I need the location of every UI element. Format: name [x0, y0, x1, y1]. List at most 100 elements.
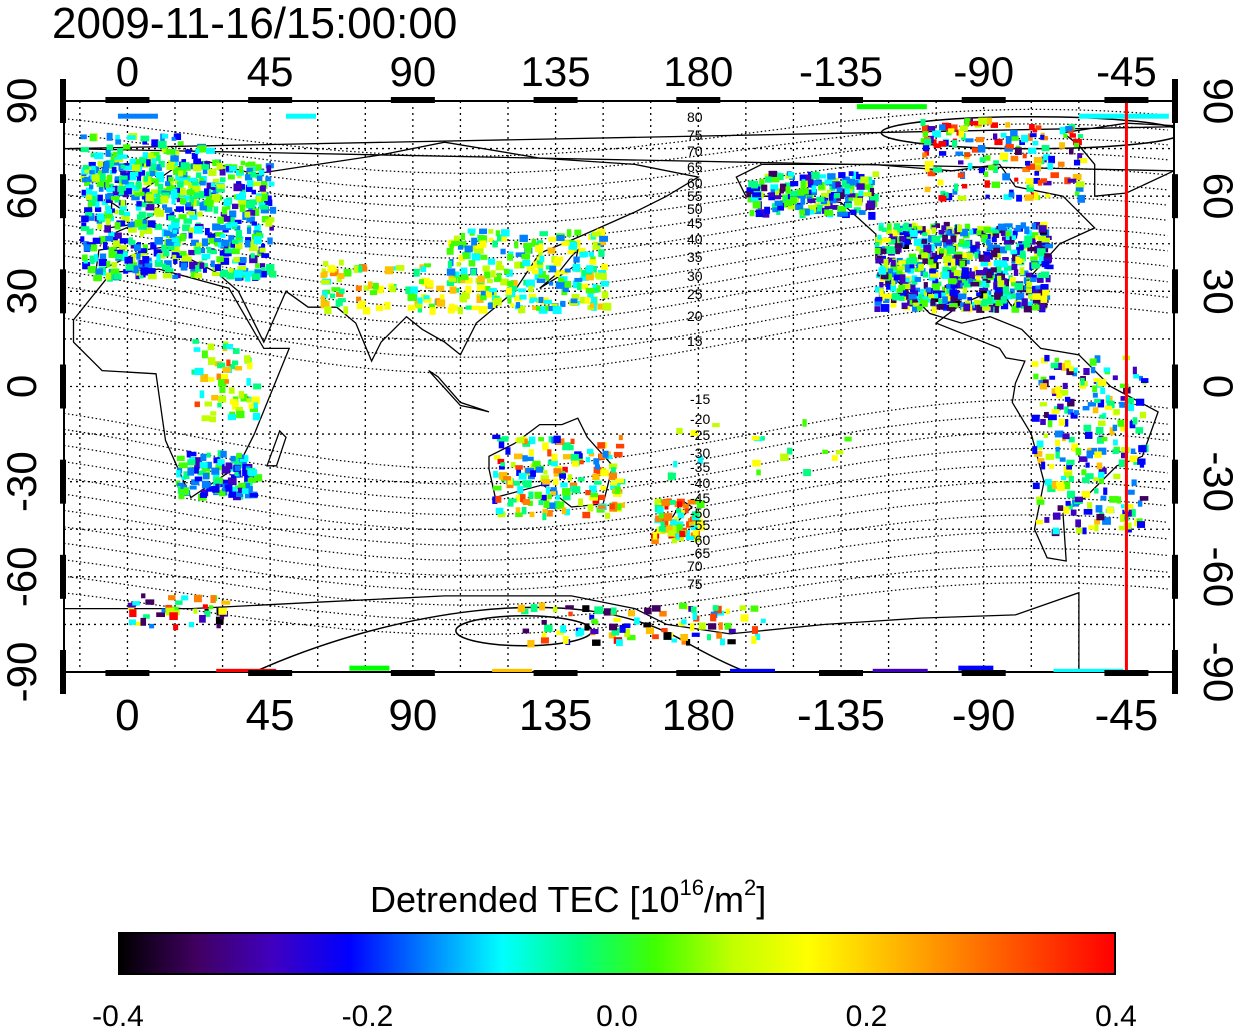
tec-point	[150, 163, 157, 171]
tec-point	[961, 240, 971, 248]
tec-point	[194, 462, 203, 469]
tec-point	[850, 184, 855, 190]
lat-tick-mark-right	[1172, 459, 1178, 504]
tec-point	[215, 616, 224, 625]
tec-point	[261, 267, 266, 272]
tec-point	[136, 180, 141, 189]
colorbar	[118, 932, 1116, 975]
tec-point	[817, 204, 823, 212]
lon-tick-label-bottom: -135	[797, 691, 885, 740]
tec-point	[610, 481, 618, 486]
tec-point	[460, 277, 470, 284]
tec-point	[977, 145, 986, 153]
tec-point	[777, 173, 784, 181]
tec-point	[685, 535, 694, 541]
tec-point	[959, 125, 968, 132]
tec-point	[696, 500, 705, 509]
tec-point	[587, 292, 594, 298]
tec-polar-streak	[117, 113, 158, 119]
tec-point	[974, 299, 981, 305]
tec-point	[539, 231, 548, 237]
tec-point	[824, 179, 833, 185]
tec-point	[1037, 277, 1044, 283]
tec-point	[413, 268, 420, 277]
tec-point	[1130, 448, 1136, 455]
tec-point	[251, 472, 256, 481]
tec-point	[125, 188, 132, 195]
tec-point	[996, 275, 1002, 281]
tec-point	[1035, 285, 1041, 292]
tec-point	[253, 383, 262, 390]
tec-point	[480, 254, 488, 260]
tec-point	[161, 263, 166, 270]
tec-point	[138, 272, 144, 279]
tec-point	[1040, 271, 1050, 278]
tec-point	[474, 247, 481, 256]
tec-point	[1034, 450, 1043, 457]
tec-point	[874, 298, 882, 304]
tec-point	[269, 270, 277, 278]
tec-point	[979, 287, 989, 293]
tec-point	[1120, 514, 1127, 523]
tec-point	[339, 259, 344, 266]
tec-point	[147, 220, 156, 228]
tec-point	[770, 184, 779, 191]
tec-point	[899, 289, 907, 297]
tec-point	[1004, 223, 1013, 228]
tec-point	[495, 230, 501, 237]
tec-point	[83, 241, 89, 247]
tec-point	[160, 195, 169, 204]
tec-point	[255, 164, 262, 172]
tec-point	[1047, 162, 1054, 170]
tec-point	[990, 122, 999, 128]
contour-label: 15	[687, 333, 703, 349]
tec-point	[1106, 506, 1114, 514]
tec-point	[321, 290, 328, 299]
tec-point	[510, 303, 515, 308]
tec-point	[405, 286, 411, 294]
tec-point	[1051, 481, 1059, 490]
tec-point	[1031, 263, 1041, 269]
tec-point	[540, 494, 547, 501]
tec-point	[546, 509, 553, 517]
tec-point	[528, 285, 534, 293]
tec-point	[496, 437, 505, 442]
tec-point	[1093, 477, 1100, 482]
tec-point	[831, 177, 839, 185]
tec-point	[217, 395, 227, 403]
tec-point	[523, 279, 528, 286]
lon-tick-mark-bottom	[533, 670, 578, 676]
tec-point	[106, 132, 113, 141]
tec-point	[1031, 304, 1040, 311]
tec-point	[881, 272, 888, 280]
tec-point	[1010, 129, 1018, 137]
lon-tick-mark-top	[533, 97, 578, 103]
tec-point	[82, 261, 91, 270]
tec-point	[247, 361, 253, 370]
tec-point	[99, 173, 106, 182]
tec-point	[216, 162, 223, 170]
tec-point	[1033, 251, 1039, 259]
tec-point	[459, 296, 467, 303]
tec-point	[588, 452, 595, 457]
tec-point	[212, 473, 220, 481]
tec-point	[202, 604, 208, 609]
tec-point	[694, 535, 700, 543]
tec-point	[570, 438, 575, 445]
lon-tick-label-top: 135	[521, 48, 591, 95]
tec-point	[918, 293, 923, 300]
tec-point	[242, 267, 249, 274]
tec-point	[924, 147, 930, 156]
tec-point	[1002, 257, 1009, 262]
tec-point	[87, 200, 93, 209]
tec-point	[91, 174, 100, 182]
tec-point	[114, 178, 119, 183]
tec-point	[1022, 153, 1027, 159]
lon-tick-label-top: -90	[953, 48, 1014, 95]
tec-point	[118, 183, 124, 189]
coastline-segment	[428, 370, 490, 413]
tec-point	[185, 149, 192, 154]
tec-point	[458, 254, 465, 262]
tec-point	[929, 244, 935, 252]
tec-point	[597, 303, 606, 310]
